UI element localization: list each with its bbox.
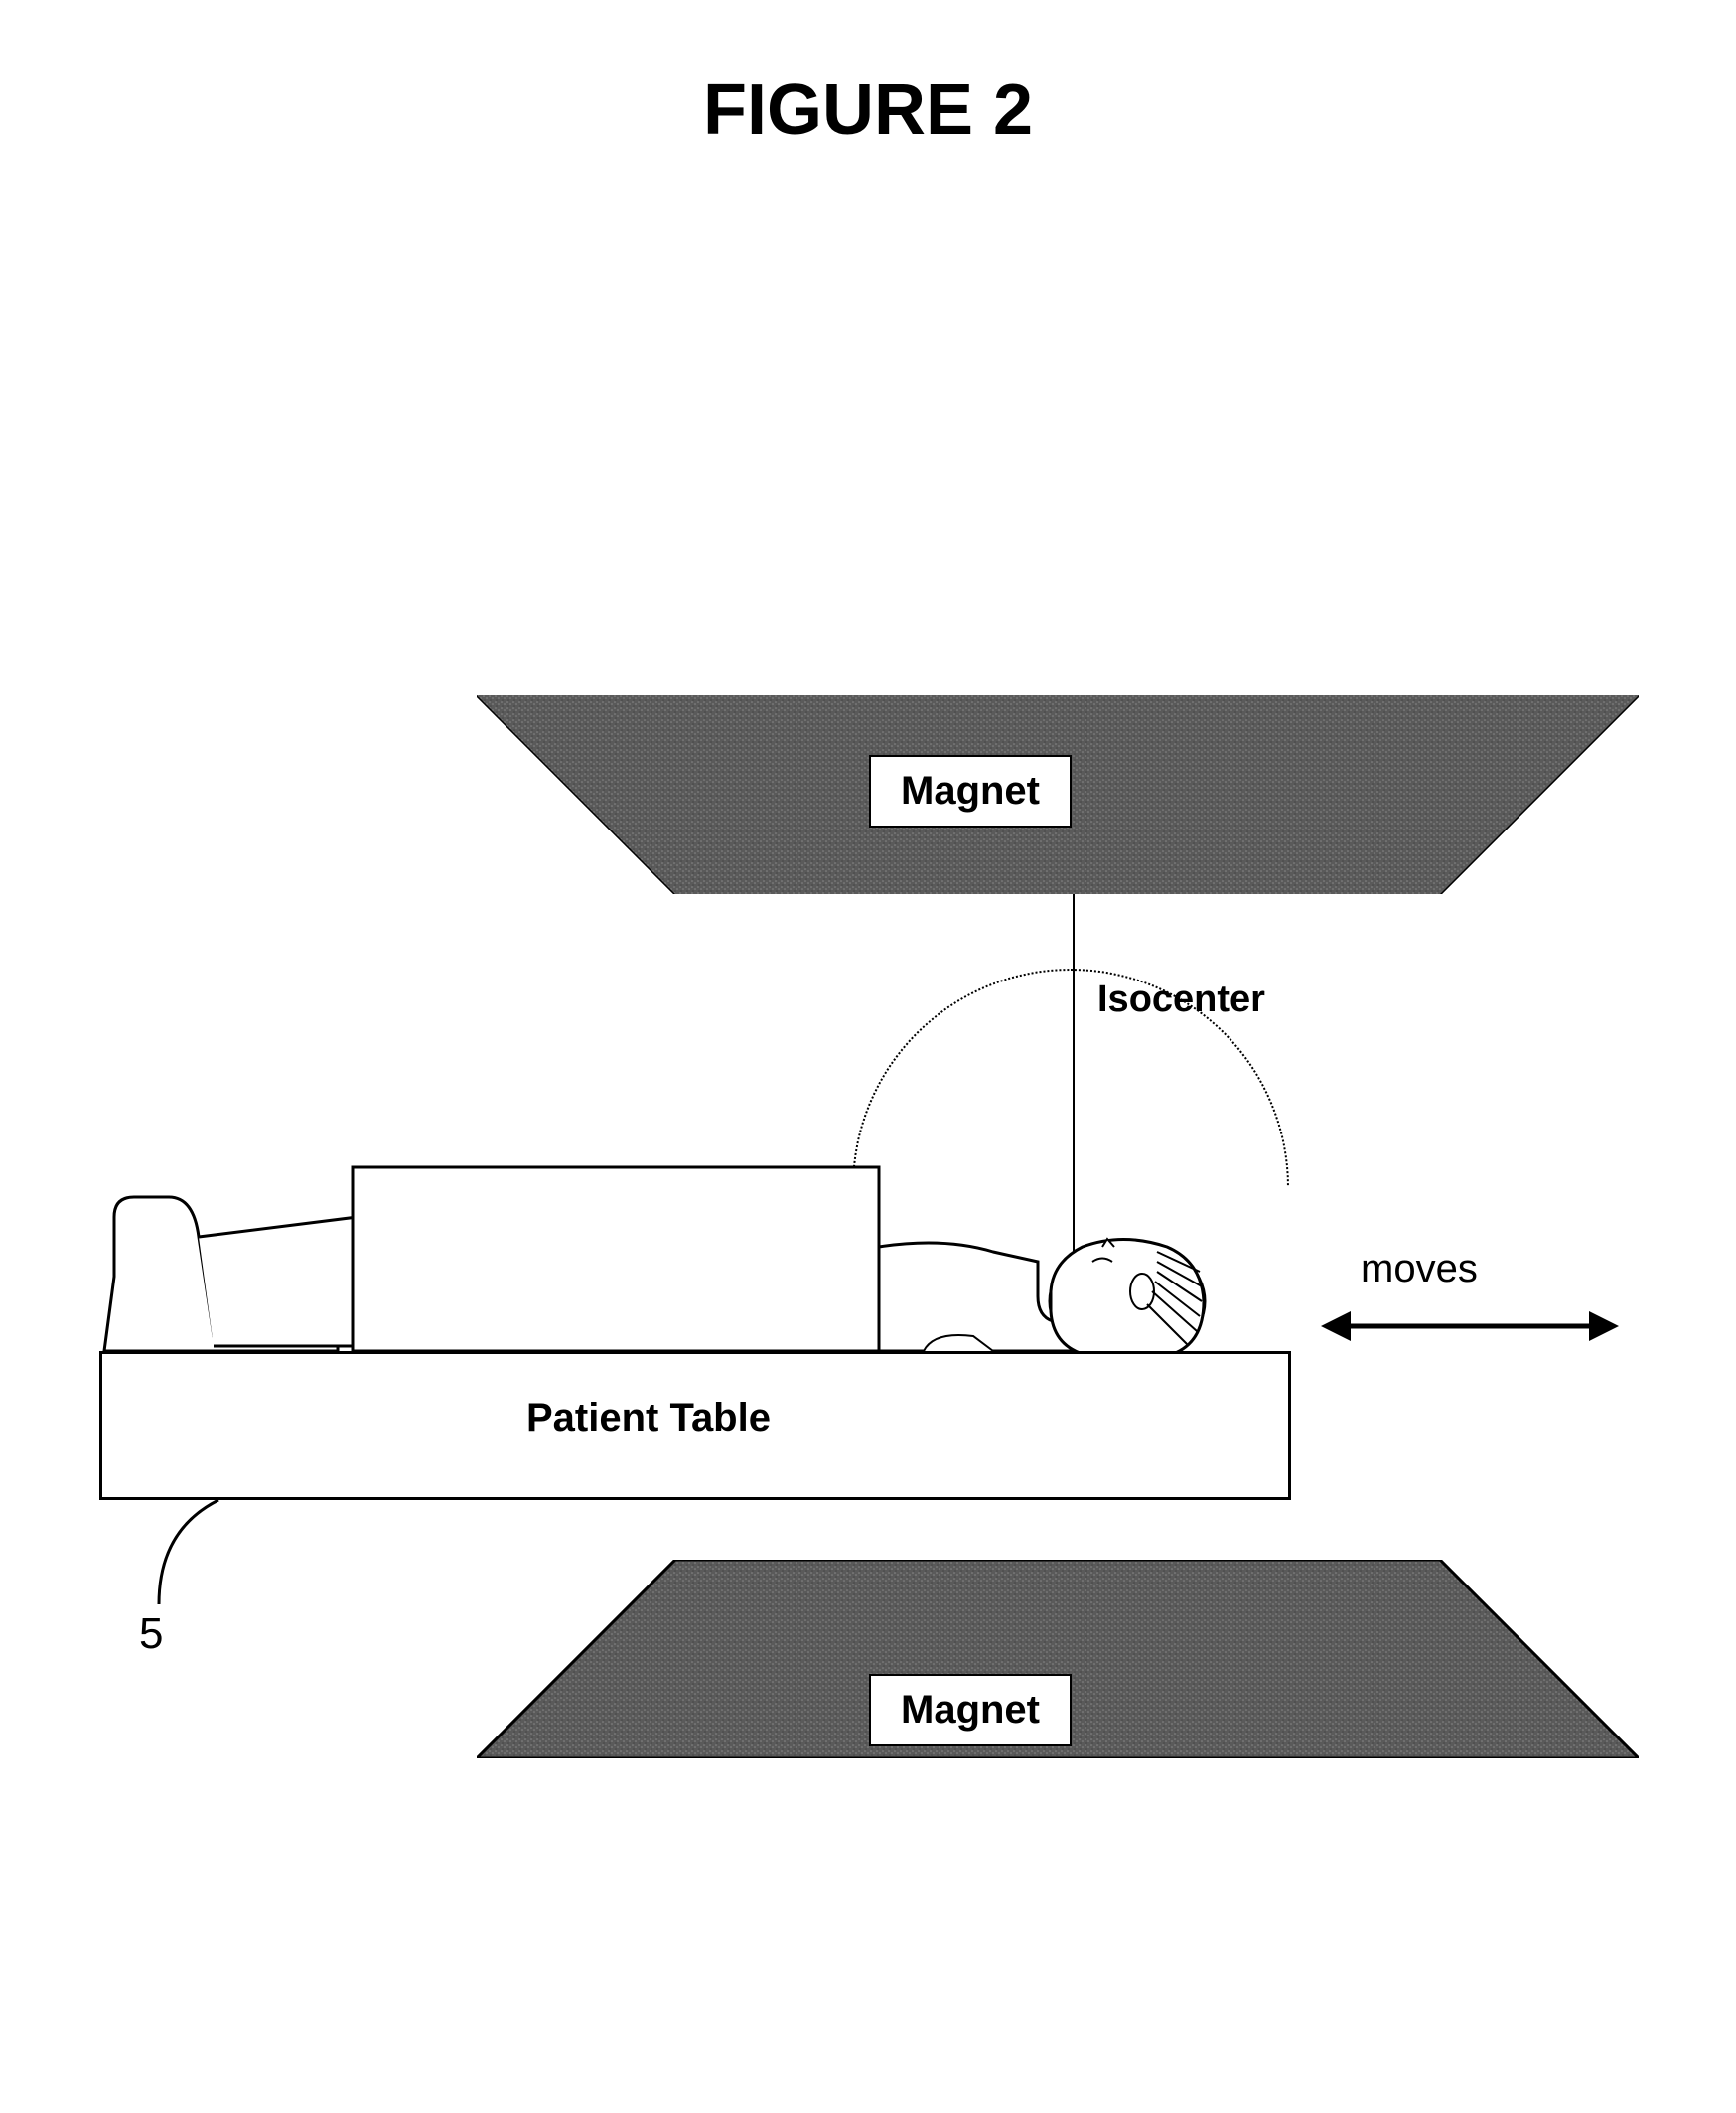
magnet-label-bottom: Magnet xyxy=(869,1674,1072,1746)
patient-table-label: Patient Table xyxy=(526,1396,771,1440)
moves-label: moves xyxy=(1361,1247,1478,1291)
leader-line xyxy=(99,1490,298,1654)
figure-title: FIGURE 2 xyxy=(703,70,1033,151)
reference-number: 5 xyxy=(139,1609,163,1659)
moves-arrow xyxy=(1316,1296,1624,1361)
magnet-label-top: Magnet xyxy=(869,755,1072,828)
patient-figure xyxy=(99,1098,1291,1361)
diagram-container: Magnet Isocenter xyxy=(99,695,1639,1887)
